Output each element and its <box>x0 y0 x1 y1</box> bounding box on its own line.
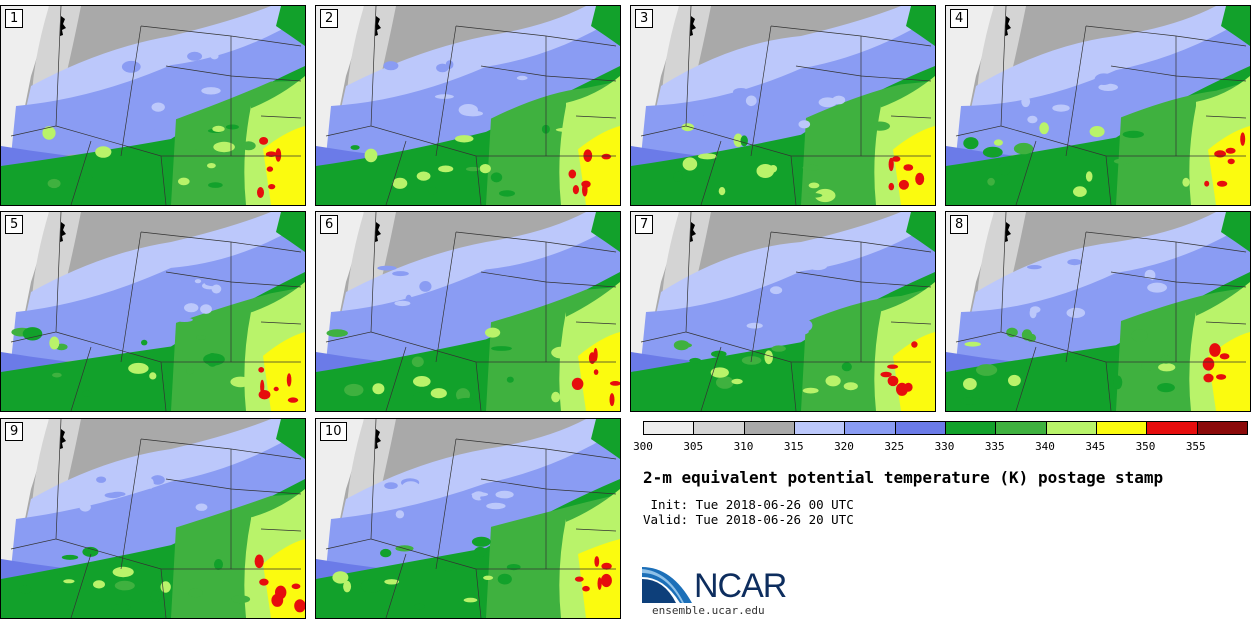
colorbar-tick-label: 330 <box>934 440 955 453</box>
colorbar-swatch <box>945 422 997 434</box>
panel-label: 3 <box>635 9 654 28</box>
panel-label: 2 <box>320 9 339 28</box>
panel-label: 6 <box>320 215 339 234</box>
map-image <box>631 6 935 205</box>
colorbar-swatch <box>996 422 1047 434</box>
colorbar-swatch <box>744 422 795 434</box>
colorbar-tick-label: 355 <box>1185 440 1206 453</box>
map-panel: 7 <box>630 211 936 412</box>
map-panel: 8 <box>945 211 1251 412</box>
map-image <box>631 212 935 411</box>
colorbar-swatch <box>1147 422 1198 434</box>
colorbar-tick-label: 350 <box>1135 440 1156 453</box>
colorbar-tick-label: 315 <box>783 440 804 453</box>
panel-label: 4 <box>950 9 969 28</box>
map-panel: 10 <box>315 418 621 619</box>
figure-title: 2-m equivalent potential temperature (K)… <box>643 468 1164 487</box>
colorbar-tick-label: 305 <box>683 440 704 453</box>
ncar-logo-text: NCAR <box>694 567 787 605</box>
colorbar-tick-label: 335 <box>984 440 1005 453</box>
colorbar-swatch <box>1096 422 1148 434</box>
colorbar-swatch <box>1197 422 1247 434</box>
map-panel: 9 <box>0 418 306 619</box>
ncar-logo-icon <box>642 565 692 603</box>
panel-label: 7 <box>635 215 654 234</box>
map-panel: 4 <box>945 5 1251 206</box>
map-panel: 6 <box>315 211 621 412</box>
colorbar-tick-label: 310 <box>733 440 754 453</box>
map-image <box>946 6 1250 205</box>
colorbar-swatch <box>644 422 695 434</box>
colorbar-swatch <box>1046 422 1097 434</box>
map-image <box>1 212 305 411</box>
map-panel: 2 <box>315 5 621 206</box>
map-panel: 3 <box>630 5 936 206</box>
panel-label: 1 <box>5 9 24 28</box>
colorbar-tick-label: 320 <box>834 440 854 453</box>
colorbar-swatch <box>895 422 946 434</box>
site-url: ensemble.ucar.edu <box>652 604 765 617</box>
colorbar-swatch <box>794 422 846 434</box>
map-image <box>316 212 620 411</box>
map-image <box>946 212 1250 411</box>
init-time: Init: Tue 2018-06-26 00 UTC <box>643 497 854 512</box>
map-image <box>316 419 620 618</box>
colorbar-tick-label: 325 <box>884 440 905 453</box>
colorbar-tick-label: 340 <box>1035 440 1055 453</box>
map-panel: 1 <box>0 5 306 206</box>
panel-label: 10 <box>320 422 347 441</box>
colorbar-swatch <box>845 422 896 434</box>
colorbar-tick-label: 345 <box>1085 440 1106 453</box>
panel-label: 9 <box>5 422 24 441</box>
map-panel: 5 <box>0 211 306 412</box>
map-image <box>316 6 620 205</box>
map-image <box>1 6 305 205</box>
map-image <box>1 419 305 618</box>
colorbar-swatch <box>694 422 745 434</box>
colorbar <box>643 421 1248 435</box>
panel-label: 8 <box>950 215 969 234</box>
panel-label: 5 <box>5 215 24 234</box>
valid-time: Valid: Tue 2018-06-26 20 UTC <box>643 512 854 527</box>
colorbar-tick-label: 300 <box>633 440 653 453</box>
